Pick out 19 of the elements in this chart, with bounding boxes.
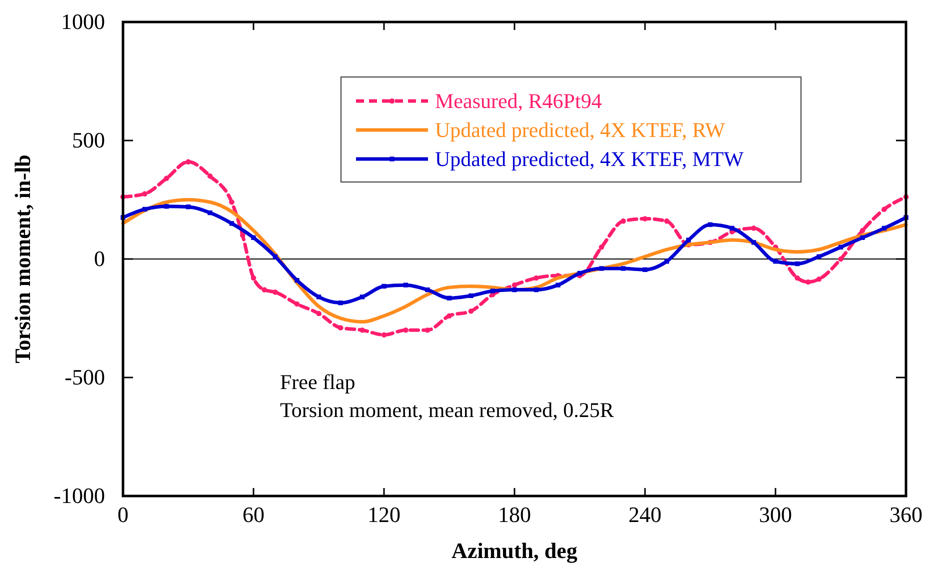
y-tick-label: -500 [64,364,105,390]
x-tick-label: 120 [368,502,400,527]
x-tick-label: 180 [498,502,531,527]
annotation: Free flap [280,370,356,394]
legend-label: Measured, R46Pt94 [435,89,602,113]
x-tick-label: 0 [118,502,128,527]
x-tick-label: 360 [890,502,922,527]
annotation: Torsion moment, mean removed, 0.25R [280,398,614,422]
x-tick-label: 300 [759,502,792,527]
y-axis-title: Torsion moment, in-lb [10,154,35,364]
y-tick-label: 500 [72,128,105,152]
y-tick-label: 0 [94,246,105,271]
legend-label: Updated predicted, 4X KTEF, MTW [435,147,744,171]
x-tick-label: 240 [628,502,662,527]
x-axis-title: Azimuth, deg [452,538,578,563]
y-tick-label: -1000 [54,483,105,508]
x-tick-label: 60 [242,502,264,527]
legend-label: Updated predicted, 4X KTEF, RW [435,118,726,142]
y-tick-label: 1000 [61,9,105,34]
